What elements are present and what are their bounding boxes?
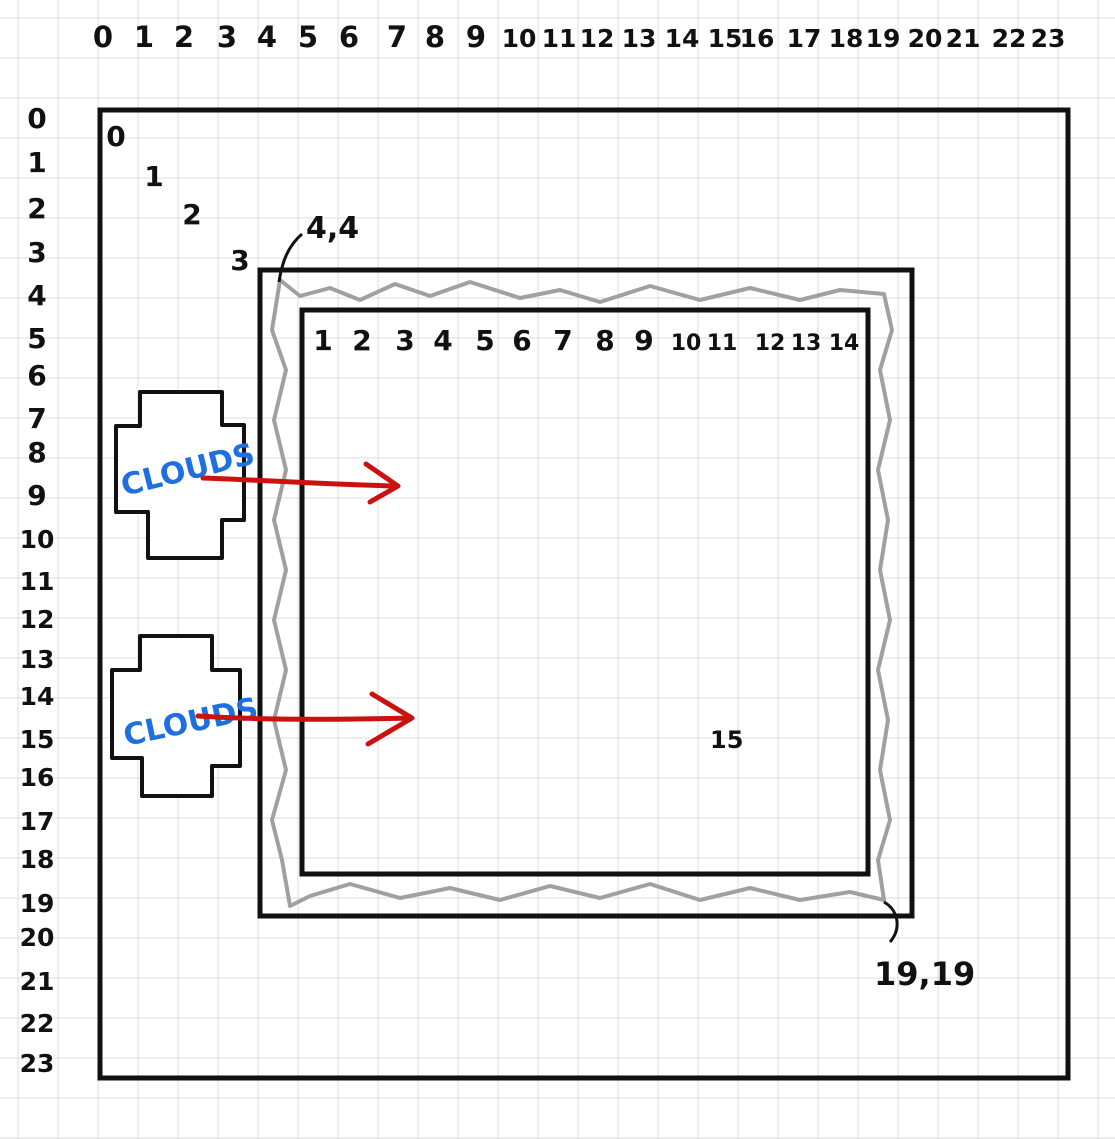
top-axis-label: 22 bbox=[992, 24, 1027, 53]
left-axis-label: 22 bbox=[20, 1009, 55, 1038]
left-axis-label: 14 bbox=[20, 682, 55, 711]
top-axis-label: 6 bbox=[339, 20, 359, 54]
left-axis-label: 0 bbox=[27, 102, 46, 135]
left-axis-label: 1 bbox=[27, 146, 46, 179]
outer-diagonal-label: 3 bbox=[230, 244, 249, 277]
left-axis-label: 13 bbox=[20, 645, 55, 674]
corner-pointer-bottom-right bbox=[883, 900, 899, 943]
inner-axis-label: 12 bbox=[755, 331, 786, 356]
top-axis-label: 14 bbox=[665, 24, 700, 53]
top-axis-label: 13 bbox=[622, 24, 657, 53]
left-axis-label: 6 bbox=[27, 359, 46, 392]
top-axis-label: 1 bbox=[134, 20, 154, 54]
top-axis-label: 17 bbox=[787, 24, 822, 53]
inner-axis-label: 13 bbox=[791, 331, 822, 356]
inner-axis-label: 10 bbox=[671, 331, 702, 356]
top-axis-label: 23 bbox=[1031, 24, 1066, 53]
top-axis-label: 7 bbox=[387, 20, 407, 54]
left-axis-label: 7 bbox=[27, 402, 46, 435]
inner-axis-label: 8 bbox=[595, 324, 614, 357]
left-axis-label: 19 bbox=[20, 889, 55, 918]
inner-axis-label: 9 bbox=[634, 324, 653, 357]
top-axis-label: 16 bbox=[740, 24, 775, 53]
left-axis-label: 21 bbox=[20, 967, 55, 996]
top-axis-label: 10 bbox=[502, 24, 537, 53]
cloud-arrow-2-shaft bbox=[195, 713, 413, 722]
corner-pointer-top-left bbox=[277, 232, 303, 283]
top-axis-label: 11 bbox=[542, 24, 577, 53]
top-axis-label: 21 bbox=[946, 24, 981, 53]
left-axis-label: 9 bbox=[27, 479, 46, 512]
left-axis-label: 18 bbox=[20, 845, 55, 874]
left-axis-label: 11 bbox=[20, 567, 55, 596]
left-axis-label: 2 bbox=[27, 192, 46, 225]
left-axis-label: 8 bbox=[27, 436, 46, 469]
cloud-block-1: CLOUDS bbox=[114, 390, 401, 560]
top-axis-label: 8 bbox=[425, 20, 445, 54]
left-axis-label: 23 bbox=[20, 1049, 55, 1078]
top-axis-label: 3 bbox=[217, 20, 237, 54]
inner-axis-label: 2 bbox=[352, 324, 371, 357]
left-axis-label: 10 bbox=[20, 525, 55, 554]
inner-label-15: 15 bbox=[710, 726, 743, 754]
left-axis-label: 4 bbox=[27, 279, 46, 312]
inner-axis-numbers: 1 2 3 4 5 6 7 8 9 10 11 12 13 14 bbox=[313, 324, 859, 357]
left-axis-label: 16 bbox=[20, 763, 55, 792]
inner-axis-label: 1 bbox=[313, 324, 332, 357]
top-axis-label: 5 bbox=[298, 20, 318, 54]
outer-diagonal-label: 2 bbox=[182, 198, 201, 231]
corner-label-bottom-right: 19,19 bbox=[874, 955, 975, 993]
wavy-wall-border bbox=[270, 278, 894, 908]
cloud-arrow-1-shaft bbox=[200, 475, 398, 489]
left-axis-label: 12 bbox=[20, 605, 55, 634]
middle-square bbox=[257, 267, 915, 919]
top-axis-label: 18 bbox=[829, 24, 864, 53]
top-axis-label: 2 bbox=[174, 20, 194, 54]
inner-axis-label: 5 bbox=[475, 324, 494, 357]
cloud-shape-2 bbox=[110, 634, 242, 798]
inner-square bbox=[299, 307, 871, 877]
top-axis-label: 15 bbox=[708, 24, 743, 53]
top-axis-label: 12 bbox=[580, 24, 615, 53]
left-axis-label: 3 bbox=[27, 236, 46, 269]
left-axis-label: 5 bbox=[27, 322, 46, 355]
inner-axis-label: 11 bbox=[707, 331, 738, 356]
outer-diagonal-label: 1 bbox=[144, 160, 163, 193]
inner-axis-label: 6 bbox=[512, 324, 531, 357]
left-axis-label: 20 bbox=[20, 923, 55, 952]
left-axis-label: 15 bbox=[20, 725, 55, 754]
cloud-arrow-2-head bbox=[365, 691, 415, 747]
left-axis-label: 17 bbox=[20, 807, 55, 836]
corner-label-top-left: 4,4 bbox=[306, 211, 359, 246]
inner-axis-label: 7 bbox=[553, 324, 572, 357]
top-axis-label: 19 bbox=[866, 24, 901, 53]
cloud-block-2: CLOUDS bbox=[110, 634, 415, 798]
cloud-arrow-1-head bbox=[363, 461, 401, 505]
inner-axis-label: 14 bbox=[829, 331, 860, 356]
top-axis-label: 4 bbox=[257, 20, 277, 54]
inner-axis-label: 4 bbox=[433, 324, 452, 357]
outer-diagonal-label: 0 bbox=[106, 120, 125, 153]
outer-square bbox=[97, 107, 1071, 1081]
inner-axis-label: 3 bbox=[395, 324, 414, 357]
top-axis-label: 20 bbox=[908, 24, 943, 53]
top-axis-label: 0 bbox=[93, 20, 113, 54]
top-axis-label: 9 bbox=[466, 20, 486, 54]
cloud-shape-1 bbox=[114, 390, 246, 560]
